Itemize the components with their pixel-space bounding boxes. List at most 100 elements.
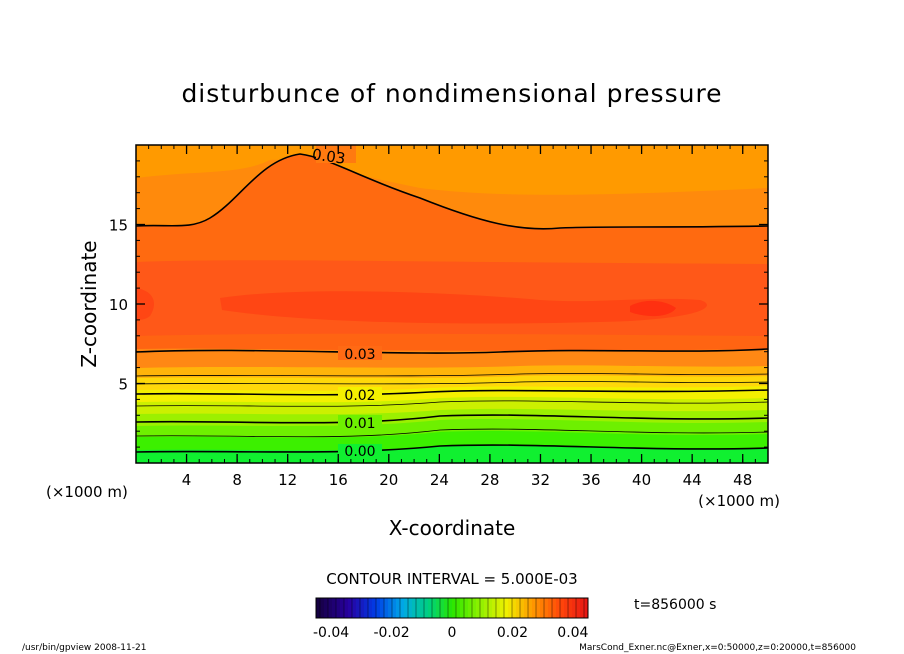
x-tick-label: 24: [430, 471, 449, 489]
colorbar-swatch: [408, 598, 413, 618]
colorbar-swatch: [368, 598, 373, 618]
colorbar-swatch: [560, 598, 565, 618]
colorbar-tick-label: -0.02: [373, 625, 409, 641]
y-axis-label: Z-coordinate: [77, 240, 101, 367]
colorbar-swatch: [364, 598, 369, 618]
colorbar-swatch: [316, 598, 321, 618]
colorbar-swatch: [420, 598, 425, 618]
contour-label-group: 0.03 0.03 0.02 0.01 0.00: [311, 145, 382, 460]
colorbar-swatch: [344, 598, 349, 618]
contour-label: 0.00: [344, 444, 375, 460]
colorbar-swatch: [456, 598, 461, 618]
colorbar-swatch: [404, 598, 409, 618]
colorbar-swatch: [504, 598, 509, 618]
colorbar-swatch: [512, 598, 517, 618]
contour-line-mid: [136, 348, 768, 354]
contour-line-f: [136, 428, 768, 438]
colorbar-swatch: [424, 598, 429, 618]
x-tick-label: 40: [632, 471, 651, 489]
colorbar-swatch: [488, 598, 493, 618]
y-tick-label: 5: [118, 376, 128, 394]
colorbar-swatch: [360, 598, 365, 618]
colorbar-swatch: [400, 598, 405, 618]
colorbar-swatch: [384, 598, 389, 618]
colorbar-swatch: [580, 598, 585, 618]
contour-label: 0.02: [344, 388, 375, 404]
contour-label: 0.03: [344, 347, 375, 363]
contour-label: 0.01: [344, 416, 375, 432]
colorbar-swatch: [336, 598, 341, 618]
colorbar-swatch: [440, 598, 445, 618]
footer-left: /usr/bin/gpview 2008-11-21: [22, 643, 146, 653]
colorbar-swatch: [552, 598, 557, 618]
colorbar-swatch: [416, 598, 421, 618]
y-unit-label: (×1000 m): [46, 483, 128, 501]
colorbar-swatch: [536, 598, 541, 618]
colorbar-swatch: [576, 598, 581, 618]
colorbar-swatch: [376, 598, 381, 618]
colorbar-swatch: [320, 598, 325, 618]
colorbar-swatch: [500, 598, 505, 618]
colorbar-swatch: [532, 598, 537, 618]
contour-line-d: [136, 400, 768, 407]
colorbar-tick-label: 0.04: [557, 625, 588, 641]
colorbar-swatch: [476, 598, 481, 618]
x-axis-ticks: 4 8 12 16 20 24 28 32 36 40 44 48: [148, 145, 756, 489]
contour-line-a: [136, 373, 768, 377]
band-core-left: [136, 288, 155, 320]
colorbar-tick-labels: -0.04 -0.02 0 0.02 0.04: [313, 625, 589, 641]
chart-title: disturbunce of nondimensional pressure: [181, 79, 722, 108]
colorbar-frame: [315, 597, 589, 619]
x-tick-label: 4: [182, 471, 192, 489]
colorbar-swatch: [468, 598, 473, 618]
colorbar-swatch: [332, 598, 337, 618]
colorbar-swatch: [568, 598, 573, 618]
x-tick-label: 12: [278, 471, 297, 489]
colorbar-swatch: [508, 598, 513, 618]
colorbar-swatch: [544, 598, 549, 618]
contour-line-e: [136, 414, 768, 424]
colorbar-swatch: [452, 598, 457, 618]
x-tick-label: 36: [581, 471, 600, 489]
colorbar-swatch: [480, 598, 485, 618]
footer-right: MarsCond_Exner.nc@Exner,x=0:50000,z=0:20…: [579, 643, 856, 653]
colorbar-swatch: [528, 598, 533, 618]
x-axis-label: X-coordinate: [389, 516, 516, 540]
x-tick-label: 28: [480, 471, 499, 489]
colorbar-swatch: [548, 598, 553, 618]
contour-line-g: [136, 444, 768, 453]
x-unit-label: (×1000 m): [698, 492, 780, 510]
colorbar-swatch: [520, 598, 525, 618]
band-bright-green: [136, 444, 768, 463]
colorbar-swatch: [356, 598, 361, 618]
colorbar-swatch: [436, 598, 441, 618]
colorbar-swatch: [496, 598, 501, 618]
x-tick-label: 8: [232, 471, 242, 489]
colorbar-swatch: [324, 598, 329, 618]
time-label: t=856000 s: [634, 597, 716, 613]
colorbar-swatch: [516, 598, 521, 618]
y-tick-label: 15: [109, 217, 128, 235]
band-peak: [630, 300, 676, 317]
colorbar-swatch: [460, 598, 465, 618]
colorbar-swatch: [372, 598, 377, 618]
colorbar-swatch: [412, 598, 417, 618]
colorbar-swatch: [564, 598, 569, 618]
colorbar-swatch: [540, 598, 545, 618]
colorbar-swatch: [492, 598, 497, 618]
colorbar-swatch: [380, 598, 385, 618]
contour-lines: [136, 153, 768, 453]
x-tick-label: 44: [683, 471, 702, 489]
colorbar-swatch: [348, 598, 353, 618]
colorbar-swatch: [432, 598, 437, 618]
band-core: [220, 291, 707, 324]
colorbar-swatch: [572, 598, 577, 618]
colorbar-swatch: [428, 598, 433, 618]
colorbar-swatch: [484, 598, 489, 618]
colorbar-swatch: [388, 598, 393, 618]
colorbar-swatch: [396, 598, 401, 618]
colorbar-swatch: [584, 598, 589, 618]
x-tick-label: 20: [379, 471, 398, 489]
colorbar-swatch: [472, 598, 477, 618]
